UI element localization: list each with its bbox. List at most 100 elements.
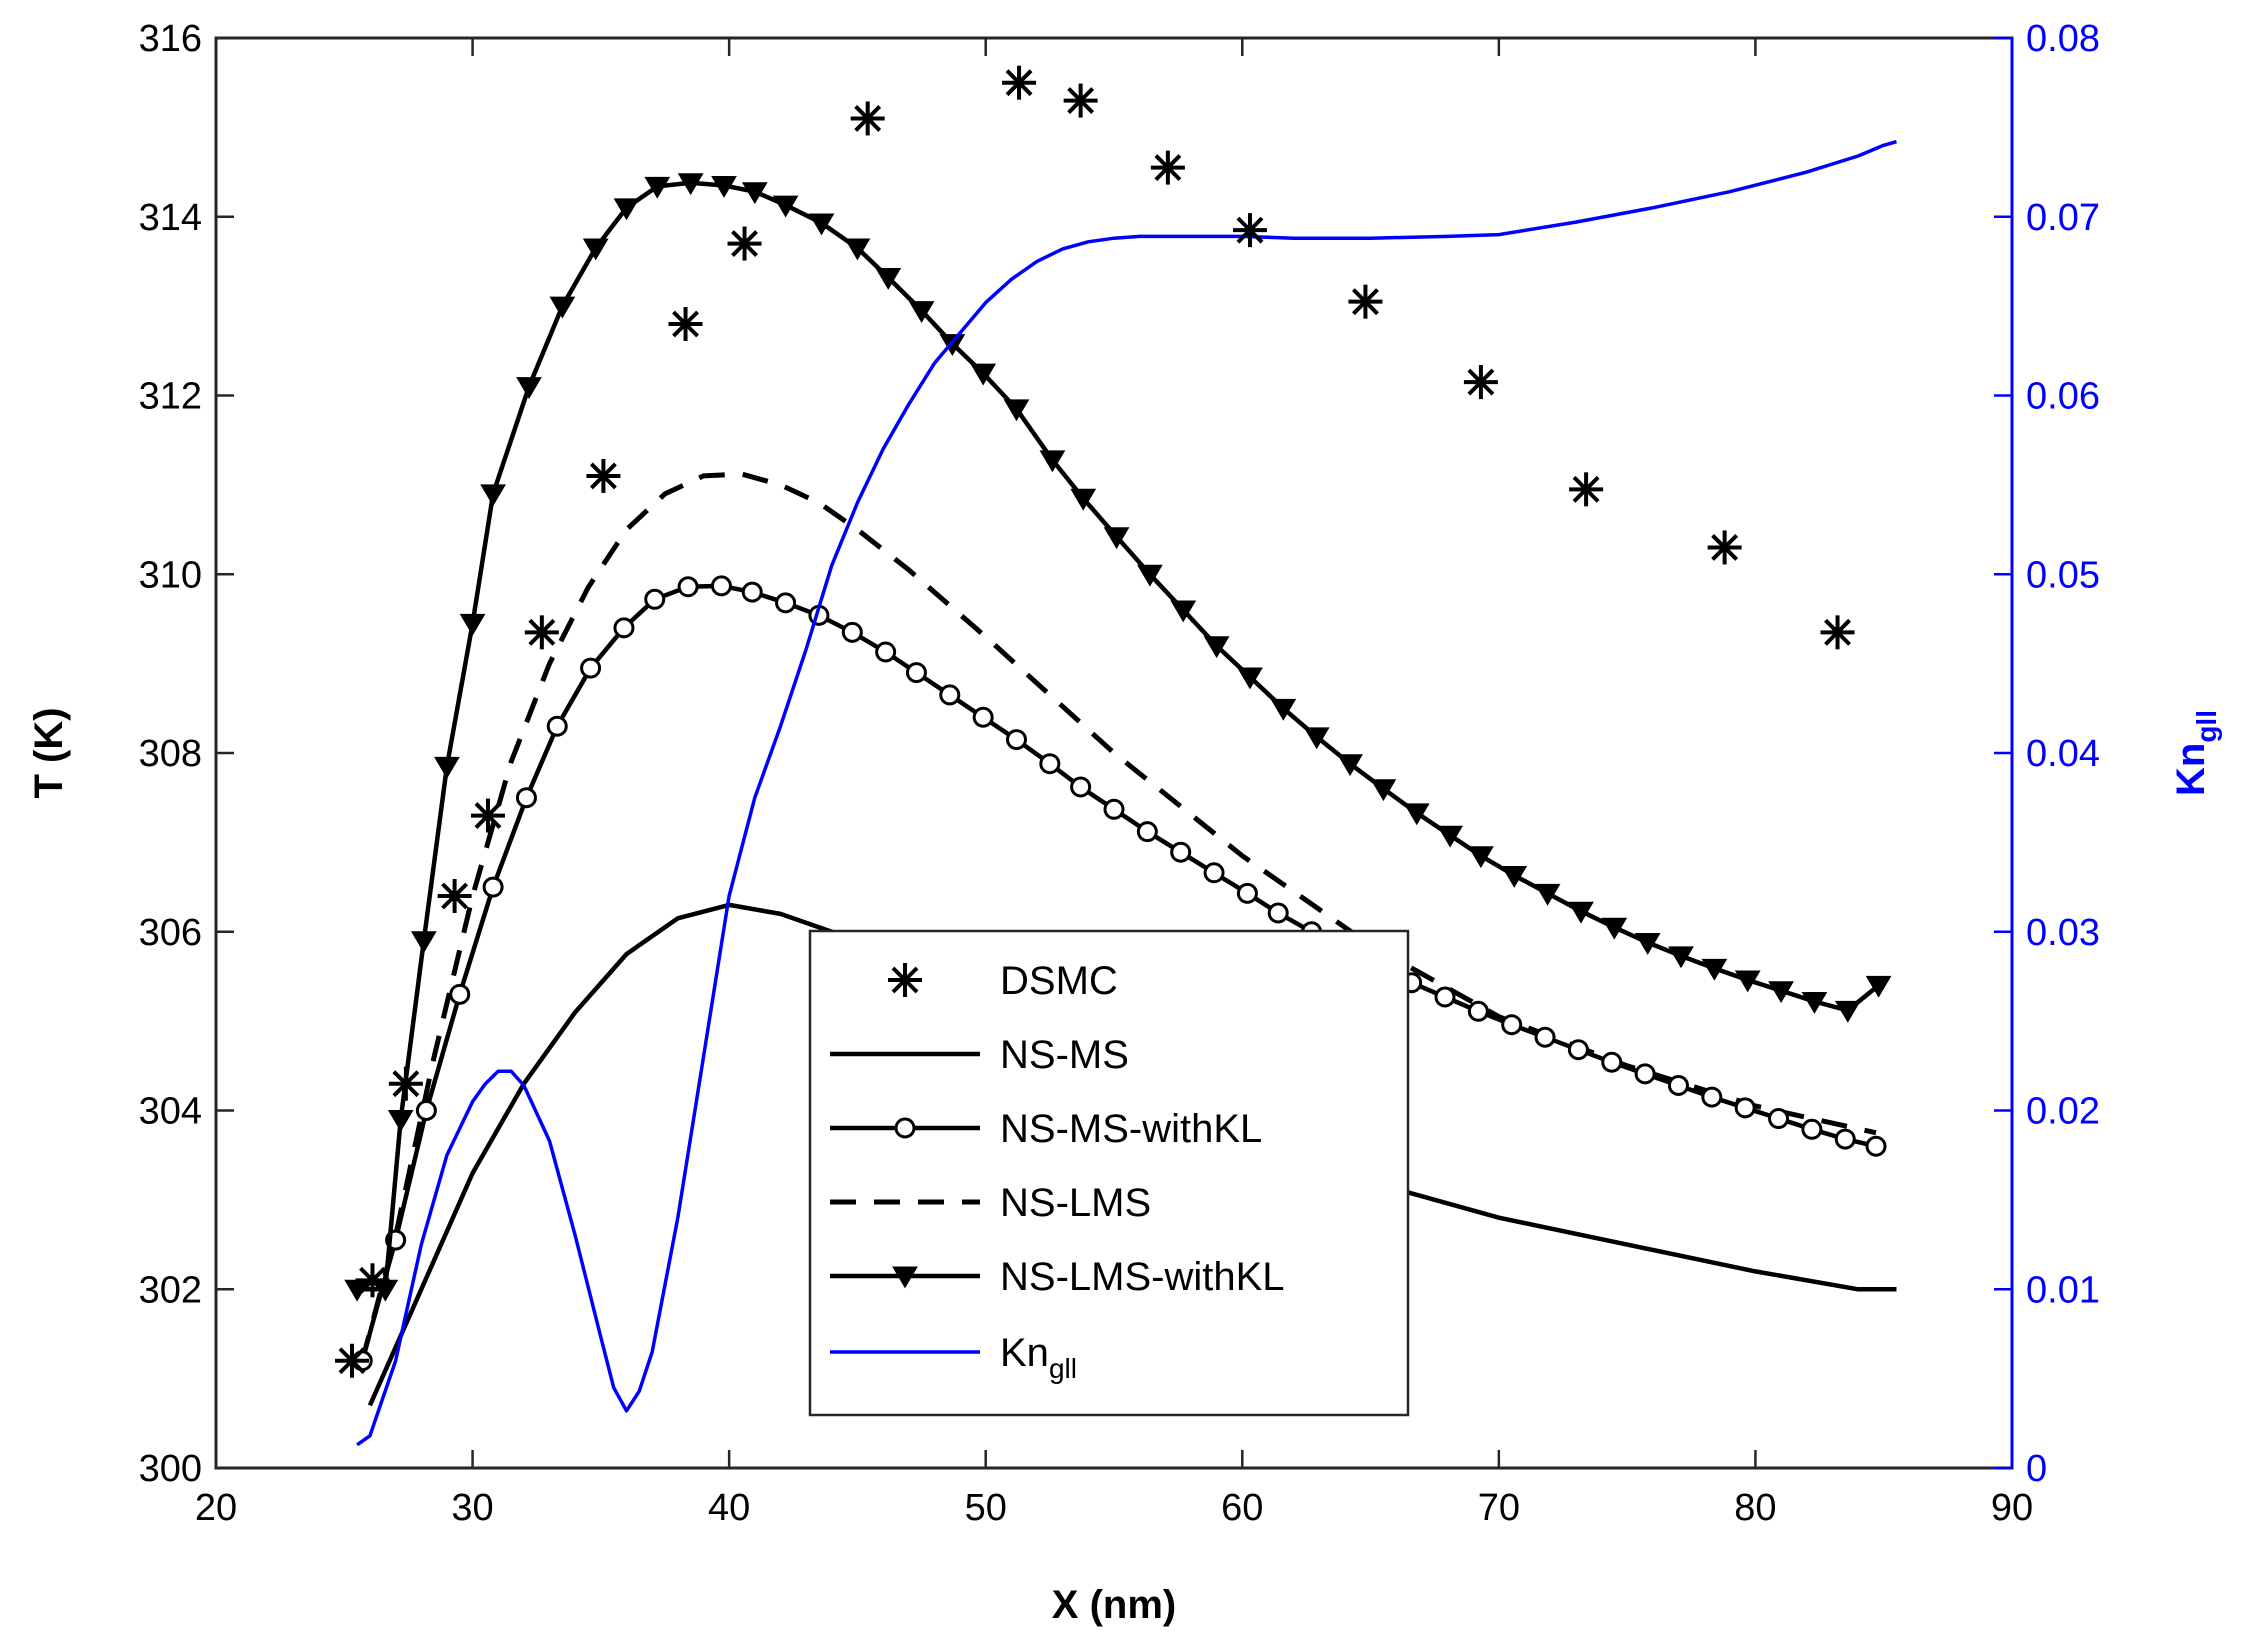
ns-lms-withkl-point bbox=[1437, 825, 1463, 848]
ns-lms-withkl-point bbox=[1534, 883, 1561, 906]
ns-lms-withkl-point bbox=[1734, 970, 1761, 993]
y-tick-label: 304 bbox=[139, 1091, 202, 1133]
legend-marker-triangle bbox=[892, 1266, 918, 1289]
ns-ms-withkl-point bbox=[741, 581, 763, 603]
legend-label: DSMC bbox=[1000, 959, 1118, 1003]
x-tick-label: 70 bbox=[1478, 1487, 1520, 1529]
ns-ms-withkl-point bbox=[1236, 882, 1258, 904]
ns-ms-withkl-point bbox=[1006, 729, 1028, 751]
dsmc-point bbox=[1820, 615, 1855, 650]
ns-lms-withkl-point bbox=[1203, 636, 1230, 659]
y-tick-label: 302 bbox=[139, 1269, 202, 1311]
ns-ms-withkl-point bbox=[1667, 1074, 1689, 1096]
ns-ms-withkl-point bbox=[1634, 1063, 1656, 1085]
ns-ms-withkl-point bbox=[1203, 862, 1225, 884]
ns-ms-withkl-point bbox=[905, 662, 927, 684]
y2-tick-label: 0.02 bbox=[2026, 1091, 2100, 1133]
legend-item-ns-lms-withkl: NS-LMS-withKL bbox=[830, 1255, 1285, 1299]
series-ns-lms-line bbox=[359, 471, 1877, 1362]
dsmc-point bbox=[1002, 65, 1037, 100]
legend-label: NS-MS bbox=[1000, 1033, 1129, 1077]
ns-lms-withkl-point bbox=[808, 213, 835, 236]
ns-lms-withkl-point bbox=[549, 296, 576, 319]
axis-layer: 20 30 40 50 60 70 80 90 300 302 304 306 308 310 312 314… bbox=[139, 18, 2100, 1529]
dsmc-point bbox=[437, 879, 472, 913]
series-ns-ms-withkl bbox=[351, 575, 1887, 1372]
ns-lms-withkl-point bbox=[677, 173, 704, 196]
ns-lms-withkl-point bbox=[1137, 564, 1163, 587]
ns-lms-withkl-point bbox=[1601, 917, 1628, 940]
ns-ms-withkl-point bbox=[972, 706, 994, 728]
ns-ms-withkl-point bbox=[1701, 1086, 1723, 1108]
ns-lms-withkl-point bbox=[1039, 450, 1066, 473]
ns-lms-withkl-point bbox=[970, 363, 997, 386]
dsmc-point bbox=[388, 1066, 423, 1101]
legend-marker-circle bbox=[894, 1117, 916, 1139]
dsmc-point bbox=[1150, 150, 1185, 185]
ns-ms-withkl-point bbox=[1170, 841, 1192, 863]
legend-label: NS-LMS-withKL bbox=[1000, 1255, 1285, 1299]
ns-ms-withkl-point bbox=[1734, 1097, 1756, 1119]
y2-tick-label: 0.05 bbox=[2026, 554, 2100, 596]
legend-label: NS-MS-withKL bbox=[1000, 1107, 1262, 1151]
x-tick-label: 30 bbox=[451, 1487, 493, 1529]
dsmc-point bbox=[334, 1343, 369, 1378]
ns-lms-withkl-point bbox=[613, 198, 640, 221]
ns-lms-withkl-point bbox=[772, 195, 799, 218]
ns-ms-withkl-point bbox=[1501, 1014, 1523, 1036]
ns-lms-withkl-point bbox=[875, 268, 902, 290]
ns-ms-withkl-point bbox=[775, 592, 797, 614]
dsmc-point bbox=[1707, 530, 1742, 565]
y2-tick-label: 0.08 bbox=[2026, 18, 2100, 60]
x-tick-label: 60 bbox=[1221, 1487, 1263, 1529]
x-tick-label: 80 bbox=[1734, 1487, 1776, 1529]
ns-ms-withkl-point bbox=[1601, 1051, 1623, 1073]
dsmc-point bbox=[586, 458, 621, 493]
y2-tick-label: 0.03 bbox=[2026, 912, 2100, 954]
y2-tick-label: 0 bbox=[2026, 1448, 2047, 1490]
legend-item-ns-lms: NS-LMS bbox=[830, 1181, 1151, 1225]
dsmc-point bbox=[355, 1263, 390, 1298]
ns-lms-withkl-point bbox=[1468, 846, 1494, 869]
ns-ms-withkl-point bbox=[644, 588, 666, 610]
x-axis-title: X (nm) bbox=[1052, 1583, 1176, 1627]
ns-lms-withkl-point bbox=[434, 756, 460, 779]
ns-ms-withkl-point bbox=[841, 621, 863, 643]
ns-ms-withkl-point bbox=[1801, 1118, 1823, 1140]
ns-ms-withkl-point bbox=[1865, 1135, 1887, 1157]
y-tick-label: 300 bbox=[139, 1448, 202, 1490]
ns-lms-withkl-point bbox=[1701, 958, 1728, 981]
y-tick-label: 306 bbox=[139, 912, 202, 954]
legend: DSMC NS-MS NS-MS-withKL NS-LMS NS-LMS-withKL… bbox=[808, 929, 1410, 1417]
ns-ms-withkl-point bbox=[1267, 902, 1289, 924]
ns-ms-withkl-point bbox=[677, 576, 699, 598]
ns-lms-withkl-point bbox=[1634, 932, 1661, 955]
x-tick-label: 50 bbox=[965, 1487, 1007, 1529]
ns-ms-withkl-point bbox=[1136, 821, 1158, 843]
y2-axis-title: Kngll bbox=[2169, 710, 2222, 796]
ns-lms-withkl-point bbox=[1337, 754, 1363, 777]
ns-lms-withkl-point bbox=[410, 931, 437, 954]
ns-ms-withkl-point bbox=[1834, 1128, 1856, 1150]
legend-label: Kngll bbox=[1000, 1331, 1077, 1384]
ns-lms-withkl-point bbox=[939, 334, 966, 357]
ns-lms-withkl-point bbox=[1070, 488, 1097, 511]
ns-lms-withkl-point bbox=[1403, 803, 1430, 826]
ns-ms-withkl-point bbox=[415, 1100, 437, 1121]
legend-label: NS-LMS bbox=[1000, 1181, 1151, 1225]
ns-lms-withkl-point bbox=[1270, 698, 1297, 721]
ns-lms-withkl-point bbox=[1865, 975, 1892, 998]
ns-lms-withkl-point bbox=[908, 301, 935, 323]
ns-lms-withkl-point bbox=[1103, 527, 1130, 550]
legend-marker-dsmc bbox=[888, 963, 922, 997]
y2-tick-label: 0.01 bbox=[2026, 1269, 2100, 1311]
series-layer bbox=[334, 65, 1897, 1447]
ns-ms-withkl-point bbox=[1467, 1000, 1489, 1022]
ns-lms-withkl-point bbox=[387, 1109, 414, 1132]
series-dsmc bbox=[334, 65, 1855, 1378]
dsmc-point bbox=[470, 798, 505, 833]
ns-ms-withkl-point bbox=[1070, 776, 1092, 798]
y-tick-label: 308 bbox=[139, 733, 202, 775]
series-kn-gll-line bbox=[356, 140, 1897, 1447]
